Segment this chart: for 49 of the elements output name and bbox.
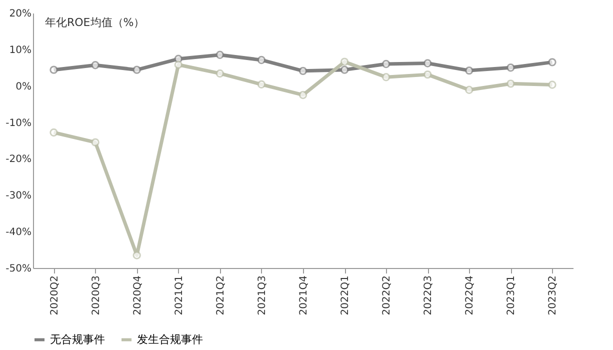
y-tick-label: 0% (16, 81, 32, 92)
point (91, 138, 100, 146)
x-tick-label: 2022Q4 (464, 276, 476, 316)
point (506, 64, 515, 72)
y-tick-label: 10% (9, 44, 32, 56)
point (465, 86, 474, 94)
point (424, 70, 432, 79)
x-tick-label: 2021Q1 (174, 276, 185, 316)
point (382, 60, 390, 68)
point (298, 66, 308, 76)
y-tick-label: -10% (6, 118, 32, 129)
point (506, 80, 515, 88)
x-tick-label: 2021Q2 (215, 276, 226, 316)
y-tick-label: -20% (6, 154, 32, 166)
point (91, 60, 100, 70)
x-tick-label: 2020Q2 (49, 276, 60, 316)
point (174, 60, 182, 69)
point (465, 66, 474, 75)
point (382, 73, 390, 82)
point (298, 90, 308, 100)
x-tick-label: 2022Q1 (340, 276, 352, 316)
legend-label: 发生合规事件 (137, 332, 203, 346)
x-tick-label: 2021Q4 (298, 276, 310, 316)
point (132, 66, 141, 74)
point (132, 251, 141, 260)
y-tick-label: 20% (9, 8, 32, 20)
point (50, 128, 58, 137)
x-tick-label: 2020Q3 (90, 276, 102, 316)
y-tick-label: -50% (6, 264, 32, 274)
point (340, 58, 349, 66)
point (424, 59, 432, 68)
x-tick-label: 2020Q4 (132, 276, 144, 316)
point (257, 56, 266, 64)
point (548, 58, 556, 66)
point (340, 66, 349, 74)
point (50, 66, 58, 74)
x-tick-label: 2022Q2 (382, 276, 393, 316)
x-tick-label: 2022Q3 (423, 276, 434, 316)
y-axis-title: 年化ROE均值（%） (45, 16, 145, 29)
y-tick-label: -40% (6, 227, 32, 238)
point (216, 69, 224, 78)
x-tick-label: 2023Q1 (506, 276, 518, 316)
point (548, 80, 556, 89)
y-tick-label: -30% (6, 190, 32, 202)
point (257, 80, 266, 88)
x-tick-label: 2021Q3 (256, 276, 268, 316)
point (216, 50, 224, 59)
legend-label: 无合规事件 (50, 332, 105, 346)
x-tick-label: 2023Q2 (548, 276, 559, 316)
